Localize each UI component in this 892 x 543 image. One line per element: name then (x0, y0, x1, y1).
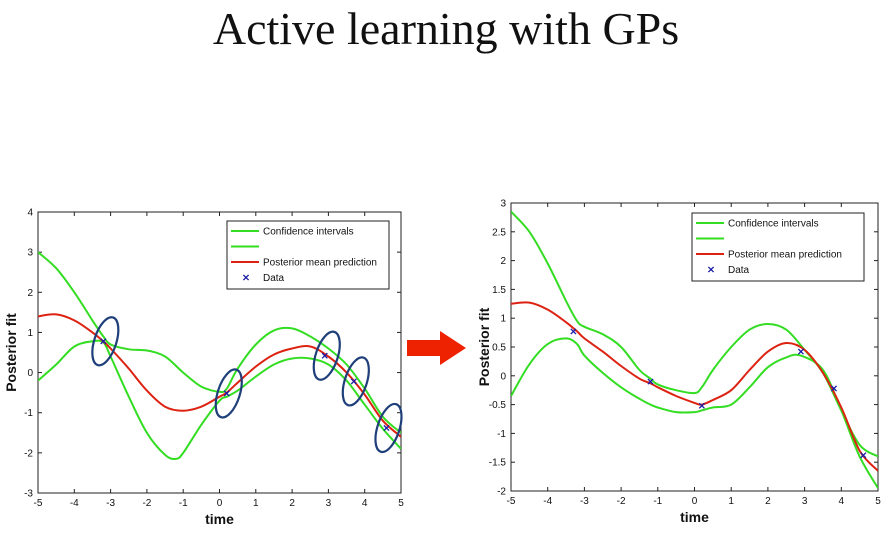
chart-left: -5 -4 -3 -2 -1 0 1 2 3 4 5 -3 -2 -1 0 1 2 3 4 time Posterior… (3, 208, 404, 528)
legend: Confidence intervals Posterior mean predi… (226, 220, 390, 290)
y-tick-label: 2 (27, 288, 33, 299)
data-point-mark (100, 338, 107, 345)
series-line-mean (511, 301, 878, 472)
data-point (698, 402, 705, 409)
x-tick-label: -4 (543, 496, 552, 507)
y-tick-label: -0.5 (489, 400, 507, 411)
x-axis-label: time (680, 509, 709, 525)
legend-box (226, 220, 390, 290)
data-point-mark (698, 402, 705, 409)
y-tick-label: -3 (24, 489, 33, 500)
data-point-mark (830, 385, 838, 392)
x-tick-label: 5 (398, 498, 404, 509)
x-tick-label: 1 (728, 496, 734, 507)
annotation-ellipse (312, 330, 341, 381)
legend-box (691, 212, 865, 282)
x-tick-label: -5 (507, 496, 516, 507)
x-tick-label: -2 (142, 498, 151, 509)
data-point-mark (570, 328, 577, 335)
data-point-mark (647, 378, 654, 385)
slide-title: Active learning with GPs (212, 3, 680, 54)
series-line-upper-confidence (38, 251, 401, 434)
annotation-ellipse (374, 402, 403, 454)
series-line-lower-confidence (511, 337, 878, 489)
x-tick-label: -2 (617, 496, 626, 507)
data-point-mark (350, 378, 357, 385)
data-point (223, 390, 230, 397)
data-point-mark (223, 390, 230, 397)
y-tick-label: -2 (497, 487, 506, 498)
x-tick-label: 3 (802, 496, 808, 507)
chart-right: -5 -4 -3 -2 -1 0 1 2 3 4 5 -2 -1.5 -1 -0.5 0 0.5 1 1.5 2 2.5… (476, 199, 881, 526)
y-tick-label: -1 (24, 408, 33, 419)
y-tick-label: 4 (27, 208, 33, 219)
plot-area (38, 251, 401, 461)
data-point (647, 378, 654, 385)
y-tick-label: 3 (500, 199, 506, 210)
x-tick-label: -4 (70, 498, 79, 509)
y-tick-label: 2 (500, 256, 506, 267)
y-tick-label: -2 (24, 448, 33, 459)
y-tick-label: 1 (500, 314, 506, 325)
data-point-mark (383, 424, 390, 432)
data-point (830, 385, 838, 392)
y-tick-label: 1.5 (492, 285, 506, 296)
data-point (350, 378, 357, 385)
legend-label: Confidence intervals (728, 219, 819, 230)
y-axis-label: Posterior fit (3, 313, 19, 392)
x-tick-label: -1 (653, 496, 662, 507)
x-tick-label: 2 (289, 498, 295, 509)
legend-label: Data (728, 265, 750, 276)
x-tick-label: 1 (253, 498, 259, 509)
data-point-mark (321, 352, 328, 359)
y-tick-label: 3 (27, 248, 33, 259)
y-tick-label: -1.5 (489, 458, 507, 469)
legend-label: Data (263, 273, 285, 284)
x-tick-label: 0 (692, 496, 698, 507)
data-point (797, 348, 804, 355)
y-tick-label: 0.5 (492, 343, 506, 354)
data-point (383, 424, 390, 432)
y-tick-label: 0 (27, 368, 33, 379)
data-point-mark (860, 452, 867, 459)
legend: Confidence intervals Posterior mean predi… (691, 212, 865, 282)
y-tick-label: 1 (27, 328, 33, 339)
data-point-mark (797, 348, 804, 355)
x-tick-label: 5 (875, 496, 881, 507)
annotation-ellipse (91, 316, 120, 367)
y-tick-label: 2.5 (492, 227, 506, 238)
right-arrow-icon (407, 331, 466, 365)
data-point (100, 338, 107, 345)
data-point (570, 328, 577, 335)
y-tick-label: 0 (500, 371, 506, 382)
x-axis-label: time (205, 511, 234, 527)
annotation-ellipse (341, 356, 370, 407)
x-tick-label: 0 (217, 498, 223, 509)
annotation-ellipse (214, 368, 243, 419)
x-tick-label: 4 (362, 498, 368, 509)
x-tick-label: -3 (580, 496, 589, 507)
x-tick-label: 2 (765, 496, 771, 507)
x-tick-label: 4 (839, 496, 845, 507)
data-point (860, 452, 867, 459)
y-tick-label: -1 (497, 429, 506, 440)
legend-label: Posterior mean prediction (728, 250, 842, 261)
legend-marker (242, 274, 250, 281)
x-tick-label: -5 (34, 498, 43, 509)
legend-label: Posterior mean prediction (263, 258, 377, 269)
x-tick-label: 3 (326, 498, 332, 509)
legend-label: Confidence intervals (263, 227, 354, 238)
plot-area (511, 210, 878, 489)
x-tick-label: -3 (106, 498, 115, 509)
data-point (321, 352, 328, 359)
x-tick-label: -1 (179, 498, 188, 509)
legend-marker (707, 266, 715, 273)
y-axis-label: Posterior fit (476, 307, 492, 386)
